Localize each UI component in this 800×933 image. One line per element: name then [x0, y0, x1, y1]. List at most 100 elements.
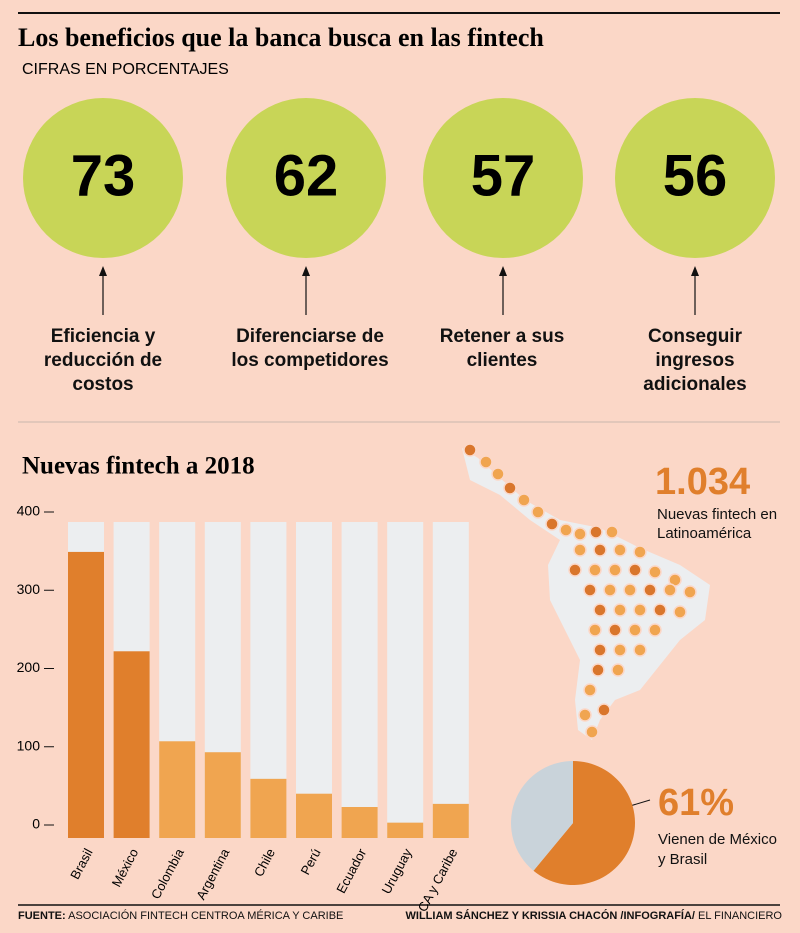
map-pin: [611, 663, 625, 677]
bar: [341, 807, 378, 838]
map-pin: [593, 603, 607, 617]
bar: [68, 551, 104, 838]
arrow-head: [302, 266, 310, 276]
map-pin: [593, 643, 607, 657]
y-tick-label: 400: [17, 503, 41, 519]
benefit-label: Diferenciarse de los competidores: [231, 326, 389, 371]
pie-value-label: 61%: [658, 782, 734, 824]
benefit-circle: [23, 98, 183, 258]
bar-background: [296, 522, 332, 838]
benefit-value: 73: [71, 143, 136, 208]
map-pin: [633, 603, 647, 617]
y-tick-label: 100: [17, 737, 41, 753]
y-tick-label: 200: [17, 659, 41, 675]
benefit-value: 57: [471, 143, 536, 208]
benefit-label: Eficiencia y reducción de costos: [43, 326, 163, 395]
source: ASOCIACIÓN FINTECH CENTROA MÉRICA Y CARI…: [68, 910, 344, 922]
x-tick-label: Colombia: [148, 845, 187, 901]
x-tick-label: Perú: [298, 846, 324, 877]
map-pin: [673, 605, 687, 619]
source-label: FUENTE:: [18, 910, 66, 922]
bar: [296, 793, 332, 838]
map-pin: [613, 603, 627, 617]
y-tick-label: 300: [17, 581, 41, 597]
title: Los beneficios que la banca busca en las…: [18, 23, 544, 52]
map-pin: [589, 525, 603, 539]
map-pin: [559, 523, 573, 537]
arrow-head: [499, 266, 507, 276]
map-pin: [578, 708, 592, 722]
map-pin: [633, 545, 647, 559]
bar-title: Nuevas fintech a 2018: [22, 453, 255, 480]
x-tick-label: México: [109, 846, 142, 889]
x-tick-label: CA y Caribe: [415, 846, 461, 914]
arrow-head: [691, 266, 699, 276]
map-pin: [643, 583, 657, 597]
bar: [250, 778, 287, 838]
x-tick-label: Chile: [251, 846, 278, 879]
map: [462, 443, 710, 740]
map-pin: [479, 455, 493, 469]
map-pin: [463, 443, 477, 457]
benefit-circle: [423, 98, 583, 258]
pie-slice: [533, 761, 635, 885]
map-pin: [583, 583, 597, 597]
footer-credits: WILLIAM SÁNCHEZ Y KRISSIA CHACÓN /INFOGR…: [406, 910, 782, 922]
map-pin: [633, 643, 647, 657]
bar: [159, 741, 196, 838]
map-pin: [663, 583, 677, 597]
bar: [432, 803, 469, 838]
map-pin: [608, 623, 622, 637]
map-pin: [623, 583, 637, 597]
x-tick-label: Argentina: [193, 845, 233, 902]
x-tick-label: Ecuador: [333, 845, 369, 895]
map-pin: [653, 603, 667, 617]
map-pin: [531, 505, 545, 519]
map-pin: [517, 493, 531, 507]
x-tick-label: Brasil: [67, 846, 96, 882]
benefit-circle: [226, 98, 386, 258]
bar-background: [341, 522, 378, 838]
benefit-circle: [615, 98, 775, 258]
bar: [113, 651, 150, 838]
map-pin: [593, 543, 607, 557]
pie-caption: Vienen de México y Brasil: [658, 831, 777, 868]
bar-background: [387, 522, 424, 838]
benefit-label: Conseguir ingresos adicionales: [643, 326, 747, 395]
outlet: EL FINANCIERO: [698, 910, 782, 922]
benefit-value: 56: [663, 143, 728, 208]
map-pin: [628, 623, 642, 637]
map-pin: [603, 583, 617, 597]
map-pin: [568, 563, 582, 577]
stat-label: Nuevas fintech en Latinoamérica: [657, 506, 778, 542]
map-pin: [545, 517, 559, 531]
x-tick-label: Uruguay: [379, 846, 416, 897]
map-pin: [588, 563, 602, 577]
map-pin: [628, 563, 642, 577]
benefit-value: 62: [274, 143, 339, 208]
arrow-head: [99, 266, 107, 276]
stat-value: 1.034: [655, 461, 750, 503]
map-pin: [597, 703, 611, 717]
map-pin: [648, 623, 662, 637]
pie-slice: [510, 761, 573, 871]
authors: WILLIAM SÁNCHEZ Y KRISSIA CHACÓN /INFOGR…: [405, 910, 695, 922]
map-pin: [585, 725, 599, 739]
map-pin: [573, 543, 587, 557]
map-pin: [583, 683, 597, 697]
map-pin: [491, 467, 505, 481]
bar: [387, 822, 424, 838]
map-pin: [591, 663, 605, 677]
map-pin: [588, 623, 602, 637]
subtitle: CIFRAS EN PORCENTAJES: [22, 61, 229, 78]
map-pin: [608, 563, 622, 577]
map-pin: [648, 565, 662, 579]
map-pin: [503, 481, 517, 495]
map-pin: [605, 525, 619, 539]
map-pin: [683, 585, 697, 599]
map-pin: [613, 643, 627, 657]
bar-background: [432, 522, 469, 838]
footer-source: FUENTE: ASOCIACIÓN FINTECH CENTROA MÉRIC…: [18, 910, 343, 922]
